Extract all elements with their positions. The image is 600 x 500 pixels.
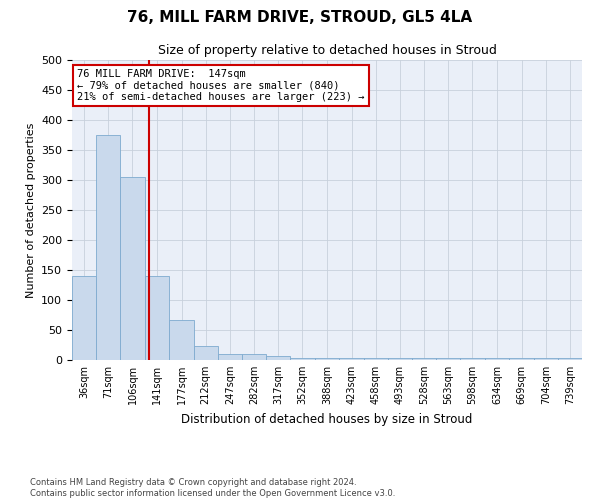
Bar <box>169 320 194 360</box>
Bar <box>485 358 509 360</box>
Bar <box>290 358 314 360</box>
Text: 76, MILL FARM DRIVE, STROUD, GL5 4LA: 76, MILL FARM DRIVE, STROUD, GL5 4LA <box>127 10 473 25</box>
Bar <box>145 276 169 360</box>
Bar <box>96 135 121 360</box>
X-axis label: Distribution of detached houses by size in Stroud: Distribution of detached houses by size … <box>181 412 473 426</box>
Bar <box>315 358 340 360</box>
Text: 76 MILL FARM DRIVE:  147sqm
← 79% of detached houses are smaller (840)
21% of se: 76 MILL FARM DRIVE: 147sqm ← 79% of deta… <box>77 69 365 102</box>
Bar <box>266 356 290 360</box>
Title: Size of property relative to detached houses in Stroud: Size of property relative to detached ho… <box>158 44 496 58</box>
Bar <box>242 354 266 360</box>
Y-axis label: Number of detached properties: Number of detached properties <box>26 122 35 298</box>
Text: Contains HM Land Registry data © Crown copyright and database right 2024.
Contai: Contains HM Land Registry data © Crown c… <box>30 478 395 498</box>
Bar <box>340 358 364 360</box>
Bar <box>72 276 96 360</box>
Bar <box>218 354 242 360</box>
Bar <box>194 346 218 360</box>
Bar <box>533 358 558 360</box>
Bar <box>121 177 145 360</box>
Bar <box>364 358 388 360</box>
Bar <box>436 358 460 360</box>
Bar <box>509 358 533 360</box>
Bar <box>388 358 412 360</box>
Bar <box>460 358 485 360</box>
Bar <box>412 358 436 360</box>
Bar <box>558 358 582 360</box>
